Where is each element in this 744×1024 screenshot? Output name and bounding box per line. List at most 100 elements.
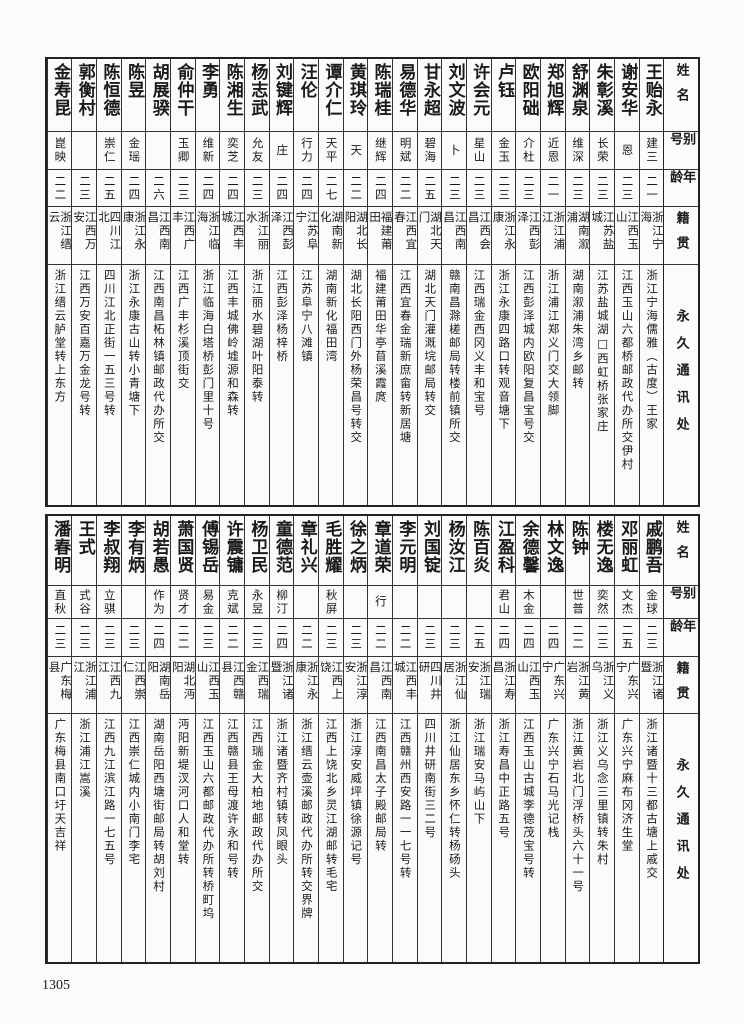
table-row: 王式 式谷 二三 浙江浦江 浙江浦江嵩溪 (71, 516, 97, 962)
table-row: 萧国贤 贤才 二二 湖北沔阳 沔阳新堤汊河口人和堂转 (170, 516, 195, 962)
alias-text-cell: 金瑶 (121, 132, 146, 170)
table-row: 童德范 柳汀 二四 浙江诸暨 浙江诸暨齐村镇转凤眼头 (268, 516, 294, 962)
native-text-cell: 浙江宁海 (639, 207, 664, 265)
native-text-cell: 浙江诸暨 (269, 657, 294, 714)
native-text: 湖北天门 (417, 211, 442, 252)
age-text: 二二 (176, 624, 191, 651)
alias-text-cell (393, 586, 417, 619)
name-text-cell: 杨志武 (245, 59, 269, 132)
age-text: 二三 (78, 624, 93, 651)
age-text: 二三 (645, 624, 660, 651)
age-text: 二三 (250, 174, 265, 202)
address-text: 浙江临海白塔桥彭门里十号 (201, 269, 216, 431)
name-text-cell: 楼无逸 (590, 516, 614, 586)
alias-text-cell: 克斌 (220, 586, 245, 619)
address-text-cell: 浙江浦江郑义门交大领脚 (541, 265, 565, 505)
address-text: 广东兴宁麻布冈济生堂 (620, 718, 635, 853)
name-text: 谢安华 (617, 63, 638, 117)
age-text-cell: 二四 (540, 619, 565, 657)
address-text-cell: 江西赣州西安路一一七号转 (393, 714, 417, 962)
address-text-cell: 浙江缙云壶溪邮政代办所转交界牌 (294, 714, 318, 962)
alias-text: 金球 (645, 588, 660, 616)
name-text: 郭衡村 (74, 63, 95, 117)
address-text: 江西玉山六都桥邮政代办所交伊村 (620, 269, 635, 472)
name-text: 刘文波 (444, 63, 465, 117)
age-text-cell: 二三 (417, 619, 442, 657)
age-text-cell: 二三 (343, 619, 368, 657)
name-text: 胡展骙 (148, 63, 169, 117)
header-native: 籍贯 (673, 661, 689, 711)
table-row: 刘键辉庄二四 江西彭泽 江西彭泽杨梓桥 (268, 59, 294, 505)
alias-text: 木金 (521, 588, 536, 616)
age-text: 二二 (299, 624, 314, 651)
native-text: 江西彭泽 (269, 211, 294, 252)
age-text-cell: 二五 (614, 619, 639, 657)
name-text-cell: 胡展骙 (146, 59, 171, 132)
age-text: 二三 (571, 174, 586, 202)
native-text: 江西玉山 (195, 661, 220, 702)
age-text-cell: 二五 (97, 170, 121, 207)
alias-text-cell: 长荣 (590, 132, 614, 170)
address-text-cell: 江西彭泽杨梓桥 (270, 265, 294, 505)
age-text-cell: 二三 (72, 170, 97, 207)
age-text: 二五 (620, 624, 635, 651)
name-text-cell: 毛胜耀 (319, 516, 343, 586)
name-text: 童德范 (272, 520, 293, 574)
name-text: 陈昱 (124, 63, 145, 99)
age-text-cell: 二二 (368, 619, 392, 657)
age-text: 二四 (152, 624, 167, 651)
name-text-cell: 朱彰溪 (590, 59, 614, 132)
native-text-cell: 浙江永康 (121, 207, 146, 265)
address-text: 浙江诸暨十三都古塘上戚交 (645, 718, 660, 880)
alias-text: 文杰 (620, 588, 635, 616)
address-text-cell: 浙江临海白塔桥彭门里十号 (196, 265, 220, 505)
age-text-cell: 二三 (565, 170, 590, 207)
native-text-cell: 湖南新化 (319, 207, 343, 265)
age-text: 二三 (250, 624, 265, 651)
alias-text: 崇仁 (102, 137, 117, 164)
name-text: 萧国贤 (173, 520, 194, 574)
name-text: 黄琪玲 (346, 63, 367, 117)
address-text-cell: 浙江淳安威坪镇徐源记号 (344, 714, 368, 962)
name-text-cell: 陈瑞桂 (368, 59, 392, 132)
alias-text: 秋屏 (324, 588, 339, 616)
alias-text-cell: 维新 (195, 132, 220, 170)
table-row: 郭衡村二三江西万安江西万安百嘉万金龙号转 (71, 59, 97, 505)
alias-text-cell: 直秋 (47, 586, 72, 619)
age-text-cell: 二一 (639, 170, 664, 207)
native-text-cell: 江西玉山 (614, 207, 639, 265)
native-text: 江西丰城 (220, 211, 245, 252)
table-row: 李元明 二二 江西丰城 江西赣州西安路一一七号转 (392, 516, 417, 962)
native-text: 浙江永康 (121, 211, 146, 252)
age-text-cell: 二二 (393, 170, 417, 207)
native-text: 江西崇仁 (121, 661, 146, 702)
age-text: 二四 (497, 624, 512, 651)
native-text-cell: 江西赣县 (220, 657, 245, 714)
age-text-cell: 二四 (220, 170, 245, 207)
native-text-cell: 浙江仙居 (442, 657, 466, 714)
alias-text-cell: 卜 (442, 132, 466, 170)
name-text-cell: 陈百炎 (466, 516, 491, 586)
alias-text-cell: 继辉 (368, 132, 392, 170)
native-text-cell: 江西崇仁 (121, 657, 146, 714)
address-text-cell: 江西万安百嘉万金龙号转 (72, 265, 96, 505)
name-text: 邓丽虹 (617, 520, 638, 574)
address-text: 江西南昌太子殿邮局转 (373, 718, 388, 853)
name-text: 金寿昆 (50, 63, 71, 117)
name-text: 舒渊泉 (567, 63, 588, 117)
name-text-cell: 刘文波 (442, 59, 466, 132)
alias-text: 长荣 (595, 137, 610, 164)
table-row: 余德馨 木金 二四 江西玉山 江西玉山古城李德茂宝号转 (515, 516, 540, 962)
native-text-cell: 浙江丽水 (245, 207, 269, 265)
alias-text: 玉卿 (176, 137, 191, 164)
alias-text-cell: 行 (368, 586, 392, 619)
native-text: 浙江浦江 (72, 661, 97, 702)
name-text-cell: 傅锡岳 (195, 516, 220, 586)
native-text: 四川江北 (97, 211, 121, 252)
address-text: 浙江瑞安马屿山下 (472, 718, 487, 826)
native-text: 江西万安 (72, 211, 97, 252)
name-text-cell: 江盈科 (491, 516, 516, 586)
alias-text-cell (466, 586, 491, 619)
table-row: 许震镛 克斌 二二 江西赣县 江西赣县王母渡许永和号转 (219, 516, 245, 962)
name-text: 杨卫民 (247, 520, 268, 574)
